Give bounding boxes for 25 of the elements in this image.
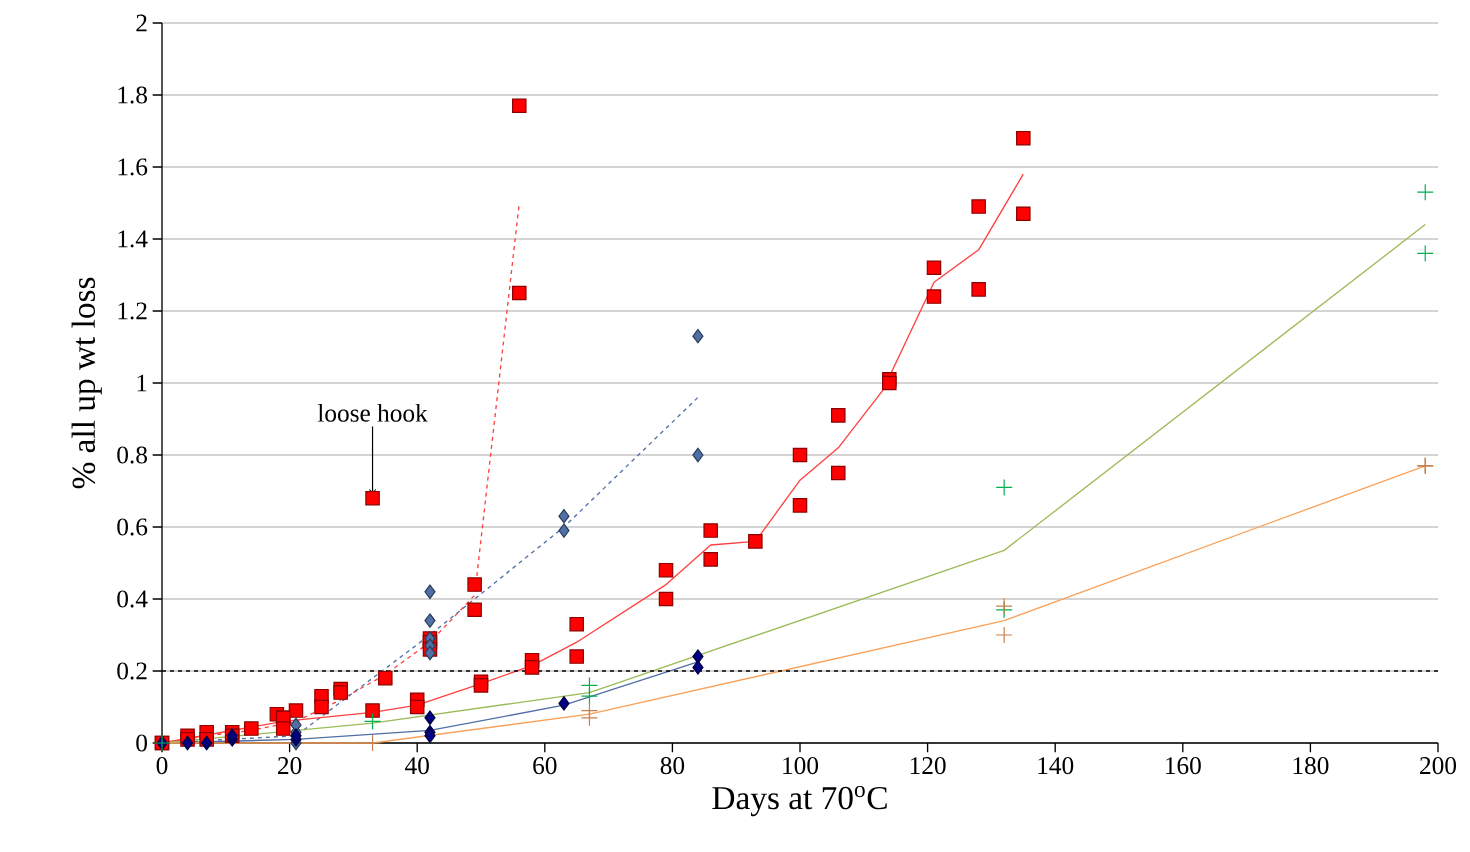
- x-tick-label: 100: [783, 757, 819, 775]
- x-tick-label: 120: [910, 757, 946, 775]
- x-tick-label: 0: [156, 757, 168, 775]
- y-tick-label: 2: [136, 14, 147, 32]
- y-tick-label: 0: [136, 734, 147, 752]
- x-tick-label: 20: [278, 757, 302, 775]
- y-tick-label: 0.8: [117, 446, 147, 464]
- x-tick-label: 180: [1293, 757, 1329, 775]
- annotation: loose hook: [317, 403, 428, 422]
- y-tick-label: 1: [137, 374, 147, 392]
- y-tick-label: 1.6: [118, 158, 148, 176]
- y-tick-label: 1.8: [118, 86, 147, 104]
- x-tick-label: 140: [1038, 757, 1074, 775]
- y-tick-label: 1.2: [118, 302, 147, 320]
- y-tick-label: 0.4: [117, 590, 148, 608]
- x-tick-label: 160: [1166, 757, 1201, 775]
- y-tick-label: 1.4: [118, 230, 148, 248]
- y-tick-label: 0.2: [117, 662, 147, 680]
- x-axis-title: Days at 70$^{o}$C: [712, 785, 887, 817]
- x-tick-label: 40: [405, 757, 429, 775]
- x-tick-label: 80: [660, 757, 685, 775]
- y-tick-label: 0.6: [117, 518, 148, 536]
- x-tick-label: 60: [533, 757, 557, 775]
- x-tick-label: 200: [1420, 757, 1457, 775]
- y-axis-title: % all up wt loss: [71, 277, 102, 489]
